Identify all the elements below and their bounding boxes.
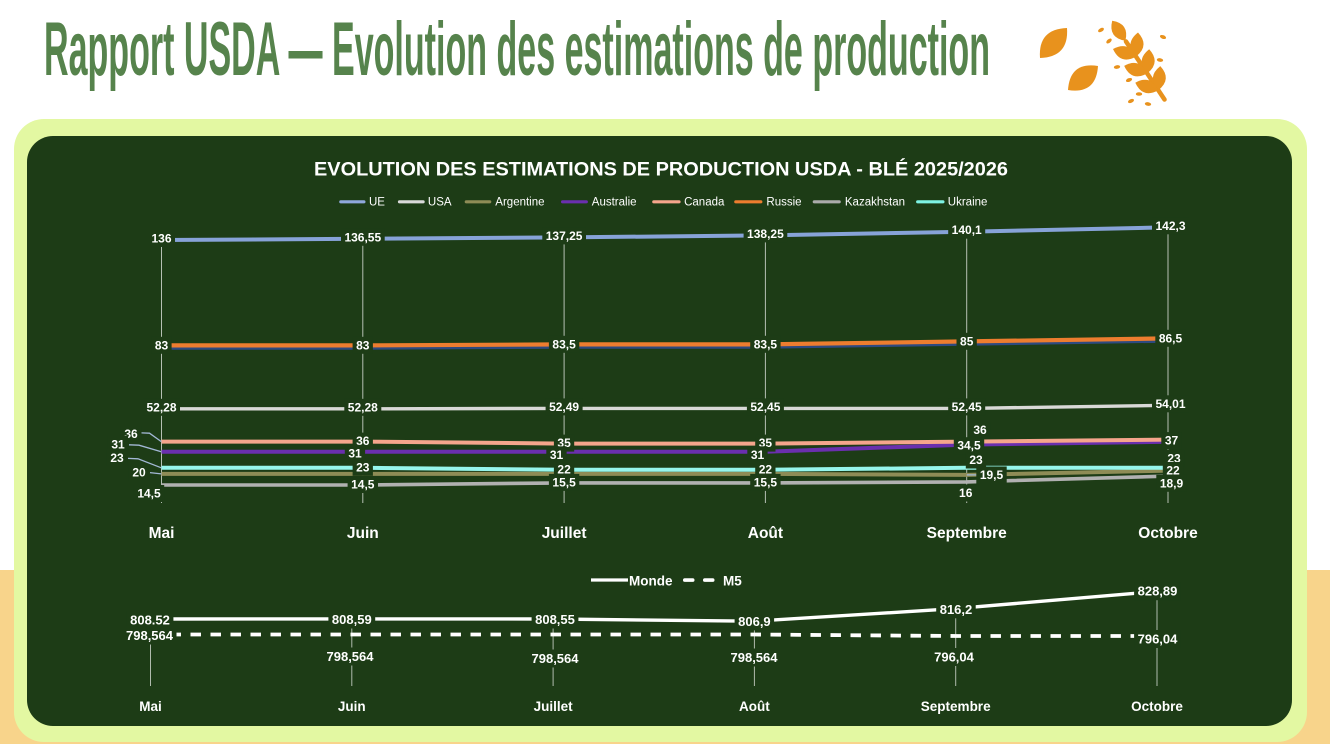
svg-text:Août: Août <box>739 699 770 714</box>
svg-text:EVOLUTION DES ESTIMATIONS DE P: EVOLUTION DES ESTIMATIONS DE PRODUCTION … <box>314 159 1008 181</box>
svg-text:23: 23 <box>969 453 983 467</box>
svg-text:Août: Août <box>748 525 783 542</box>
svg-text:796,04: 796,04 <box>1138 632 1179 647</box>
svg-text:18,9: 18,9 <box>1160 476 1184 490</box>
svg-text:36: 36 <box>356 434 370 448</box>
svg-text:83: 83 <box>155 338 169 352</box>
svg-text:798,564: 798,564 <box>532 651 580 666</box>
svg-text:USA: USA <box>428 196 452 208</box>
svg-text:Ukraine: Ukraine <box>948 196 988 208</box>
svg-text:Juillet: Juillet <box>534 699 574 714</box>
svg-text:Mai: Mai <box>149 525 175 542</box>
svg-text:31: 31 <box>751 448 765 462</box>
svg-text:83: 83 <box>356 338 370 352</box>
svg-text:Octobre: Octobre <box>1138 525 1198 542</box>
svg-text:31: 31 <box>550 448 564 462</box>
svg-text:23: 23 <box>356 460 370 474</box>
svg-text:808.52: 808.52 <box>130 613 170 628</box>
svg-text:22: 22 <box>1166 463 1180 477</box>
svg-text:19,5: 19,5 <box>980 468 1004 482</box>
svg-text:138,25: 138,25 <box>747 227 784 241</box>
svg-text:54,01: 54,01 <box>1155 397 1185 411</box>
svg-text:Kazakhstan: Kazakhstan <box>845 196 905 208</box>
svg-text:M5: M5 <box>723 573 742 588</box>
svg-text:37: 37 <box>1165 434 1179 448</box>
svg-text:Juin: Juin <box>338 699 366 714</box>
svg-text:52,45: 52,45 <box>952 400 982 414</box>
svg-text:52,49: 52,49 <box>549 400 579 414</box>
svg-text:31: 31 <box>111 438 125 452</box>
svg-text:36: 36 <box>973 423 987 437</box>
svg-text:798,564: 798,564 <box>327 649 375 664</box>
svg-text:Argentine: Argentine <box>495 196 544 208</box>
svg-text:142,3: 142,3 <box>1155 219 1185 233</box>
svg-text:23: 23 <box>1167 451 1181 465</box>
svg-text:16: 16 <box>959 486 973 500</box>
svg-text:15,5: 15,5 <box>552 475 576 489</box>
svg-text:806,9: 806,9 <box>738 614 771 629</box>
svg-text:Mai: Mai <box>139 699 162 714</box>
svg-text:Septembre: Septembre <box>927 525 1007 542</box>
svg-text:Rapport USDA — Evolution des e: Rapport USDA — Evolution des estimations… <box>44 7 990 92</box>
svg-text:86,5: 86,5 <box>1159 331 1183 345</box>
svg-text:22: 22 <box>557 462 571 476</box>
svg-text:Canada: Canada <box>684 196 725 208</box>
svg-text:85: 85 <box>960 334 974 348</box>
svg-text:15,5: 15,5 <box>754 475 778 489</box>
svg-text:137,25: 137,25 <box>546 229 583 243</box>
svg-text:52,28: 52,28 <box>348 400 378 414</box>
svg-text:31: 31 <box>348 446 362 460</box>
svg-text:34,5: 34,5 <box>957 439 981 453</box>
svg-text:83,5: 83,5 <box>552 337 576 351</box>
svg-text:20: 20 <box>132 466 146 480</box>
svg-text:828,89: 828,89 <box>1138 584 1178 599</box>
svg-text:140,1: 140,1 <box>952 223 982 237</box>
svg-text:798,564: 798,564 <box>731 650 779 665</box>
svg-text:816,2: 816,2 <box>940 602 973 617</box>
svg-text:Russie: Russie <box>766 196 801 208</box>
svg-text:136,55: 136,55 <box>344 230 381 244</box>
svg-text:23: 23 <box>110 451 124 465</box>
svg-text:Juillet: Juillet <box>542 525 587 542</box>
svg-text:Australie: Australie <box>592 196 637 208</box>
svg-text:83,5: 83,5 <box>754 337 778 351</box>
svg-text:52,45: 52,45 <box>750 400 780 414</box>
svg-text:UE: UE <box>369 196 385 208</box>
svg-text:808,55: 808,55 <box>535 612 575 627</box>
svg-text:Monde: Monde <box>629 573 673 588</box>
svg-text:22: 22 <box>759 462 773 476</box>
svg-text:808,59: 808,59 <box>332 612 372 627</box>
svg-text:Septembre: Septembre <box>921 699 991 714</box>
svg-text:136: 136 <box>151 232 171 246</box>
svg-text:14,5: 14,5 <box>137 487 161 501</box>
svg-text:52,28: 52,28 <box>146 400 176 414</box>
svg-text:798,564: 798,564 <box>126 628 174 643</box>
svg-text:796,04: 796,04 <box>934 650 975 665</box>
svg-text:Juin: Juin <box>347 525 379 542</box>
svg-text:14,5: 14,5 <box>351 478 375 492</box>
svg-text:Octobre: Octobre <box>1131 699 1183 714</box>
